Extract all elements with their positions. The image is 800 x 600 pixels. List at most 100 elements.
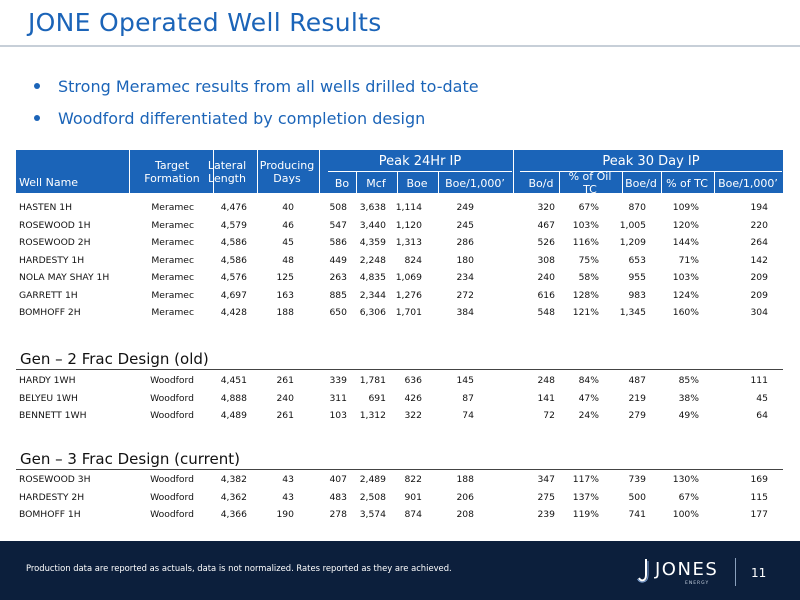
- cell-lateral-length: 4,489: [220, 410, 247, 421]
- cell-producing-days: 43: [282, 491, 294, 503]
- header-boe-d: Boe/d: [625, 176, 657, 190]
- header-pct-oil-tc: % of Oil TC: [568, 170, 612, 196]
- header-separator: [257, 150, 258, 193]
- table-row: BENNETT 1WH Woodford 4,489 261 103 1,312 322 74…: [16, 407, 783, 425]
- cell-mcf: 2,489: [359, 474, 386, 485]
- header-separator: [129, 150, 130, 193]
- cell-pct-tc: 103%: [672, 272, 699, 283]
- cell-mcf: 2,508: [359, 491, 386, 503]
- cell-bo-d: 467: [537, 219, 555, 231]
- cell-mcf: 3,440: [359, 219, 386, 231]
- cell-pct-oil-tc: 128%: [572, 289, 599, 301]
- cell-bo: 449: [329, 254, 347, 266]
- cell-bo: 483: [329, 491, 347, 503]
- cell-lateral-length: 4,476: [220, 202, 247, 213]
- cell-well-name: HARDESTY 1H: [19, 254, 85, 266]
- cell-well-name: ROSEWOOD 2H: [19, 237, 91, 248]
- footer-bar: Production data are reported as actuals,…: [0, 541, 800, 600]
- cell-bo-d: 275: [537, 491, 555, 503]
- cell-pct-oil-tc: 75%: [578, 254, 599, 266]
- cell-pct-tc: 130%: [672, 474, 699, 485]
- cell-boe-per-1000-30: 304: [750, 307, 768, 318]
- table-row: HARDESTY 2H Woodford 4,362 43 483 2,508 901 206…: [16, 489, 783, 507]
- cell-boe-per-1000-30: 111: [750, 375, 768, 386]
- cell-mcf: 3,574: [359, 509, 386, 520]
- cell-boe: 822: [404, 474, 422, 485]
- page-number: 11: [751, 566, 767, 580]
- section-divider: [16, 369, 783, 370]
- cell-bo-d: 320: [537, 202, 555, 213]
- cell-formation: Woodford: [150, 474, 194, 485]
- cell-boe-per-1000-30: 177: [750, 509, 768, 520]
- cell-pct-oil-tc: 103%: [572, 219, 599, 231]
- cell-pct-tc: 49%: [678, 410, 699, 421]
- cell-boe-per-1000: 145: [456, 375, 474, 386]
- table-header: Well Name Target Formation Lateral Lengt…: [16, 150, 783, 196]
- table-row: BELYEU 1WH Woodford 4,888 240 311 691 426 87 141…: [16, 390, 783, 408]
- cell-lateral-length: 4,576: [220, 272, 247, 283]
- cell-producing-days: 261: [276, 375, 294, 386]
- header-separator: [559, 172, 560, 193]
- cell-boe-per-1000: 206: [456, 491, 474, 503]
- cell-bo-d: 72: [543, 410, 555, 421]
- cell-boe: 1,120: [395, 219, 422, 231]
- logo-wordmark: JONES: [655, 559, 719, 580]
- section-divider: [16, 469, 783, 470]
- header-peak30: Peak 30 Day IP: [602, 153, 700, 169]
- cell-producing-days: 163: [276, 289, 294, 301]
- title-divider: [0, 45, 800, 47]
- cell-boe-d: 1,209: [619, 237, 646, 248]
- cell-bo: 407: [329, 474, 347, 485]
- cell-well-name: HASTEN 1H: [19, 202, 72, 213]
- cell-pct-oil-tc: 119%: [572, 509, 599, 520]
- cell-boe-per-1000: 286: [456, 237, 474, 248]
- cell-producing-days: 188: [276, 307, 294, 318]
- table-group-gen3: ROSEWOOD 3H Woodford 4,382 43 407 2,489 822 188…: [16, 471, 783, 524]
- cell-boe-per-1000-30: 194: [750, 202, 768, 213]
- cell-formation: Woodford: [150, 491, 194, 503]
- cell-pct-oil-tc: 47%: [578, 392, 599, 404]
- cell-lateral-length: 4,382: [220, 474, 247, 485]
- table-row: ROSEWOOD 3H Woodford 4,382 43 407 2,489 822 188…: [16, 471, 783, 489]
- cell-formation: Woodford: [150, 410, 194, 421]
- cell-bo: 650: [329, 307, 347, 318]
- cell-boe-per-1000: 234: [456, 272, 474, 283]
- table-group-meramec: HASTEN 1H Meramec 4,476 40 508 3,638 1,114 249 3…: [16, 199, 783, 322]
- cell-pct-tc: 109%: [672, 202, 699, 213]
- cell-pct-tc: 100%: [672, 509, 699, 520]
- header-well-name: Well Name: [19, 175, 79, 189]
- logo-subtext: ENERGY: [685, 581, 710, 586]
- cell-well-name: ROSEWOOD 3H: [19, 474, 91, 485]
- bullet-item: Strong Meramec results from all wells dr…: [34, 70, 479, 102]
- table-row: BOMHOFF 2H Meramec 4,428 188 650 6,306 1,701 38…: [16, 304, 783, 322]
- cell-bo: 885: [329, 289, 347, 301]
- cell-pct-oil-tc: 117%: [572, 474, 599, 485]
- header-target-formation: Target Formation: [144, 159, 200, 185]
- bullet-list: Strong Meramec results from all wells dr…: [34, 70, 479, 134]
- cell-pct-tc: 160%: [672, 307, 699, 318]
- cell-mcf: 2,248: [359, 254, 386, 266]
- cell-boe: 426: [404, 392, 422, 404]
- cell-lateral-length: 4,888: [220, 392, 247, 404]
- cell-bo-d: 616: [537, 289, 555, 301]
- cell-boe-d: 1,005: [619, 219, 646, 231]
- header-separator: [328, 171, 512, 172]
- cell-boe-per-1000-30: 264: [750, 237, 768, 248]
- cell-boe-per-1000-30: 169: [750, 474, 768, 485]
- cell-well-name: NOLA MAY SHAY 1H: [19, 272, 110, 283]
- cell-boe-d: 279: [628, 410, 646, 421]
- cell-producing-days: 261: [276, 410, 294, 421]
- cell-pct-tc: 71%: [678, 254, 699, 266]
- cell-formation: Meramec: [151, 219, 194, 231]
- bullet-dot-icon: [34, 115, 40, 121]
- cell-bo-d: 347: [537, 474, 555, 485]
- cell-pct-oil-tc: 84%: [578, 375, 599, 386]
- table-row: GARRETT 1H Meramec 4,697 163 885 2,344 1,276 27…: [16, 287, 783, 305]
- table-group-gen2: HARDY 1WH Woodford 4,451 261 339 1,781 636 145 2…: [16, 372, 783, 425]
- cell-boe-d: 741: [628, 509, 646, 520]
- cell-bo: 278: [329, 509, 347, 520]
- cell-bo-d: 308: [537, 254, 555, 266]
- cell-lateral-length: 4,451: [220, 375, 247, 386]
- cell-bo: 263: [329, 272, 347, 283]
- cell-formation: Woodford: [150, 392, 194, 404]
